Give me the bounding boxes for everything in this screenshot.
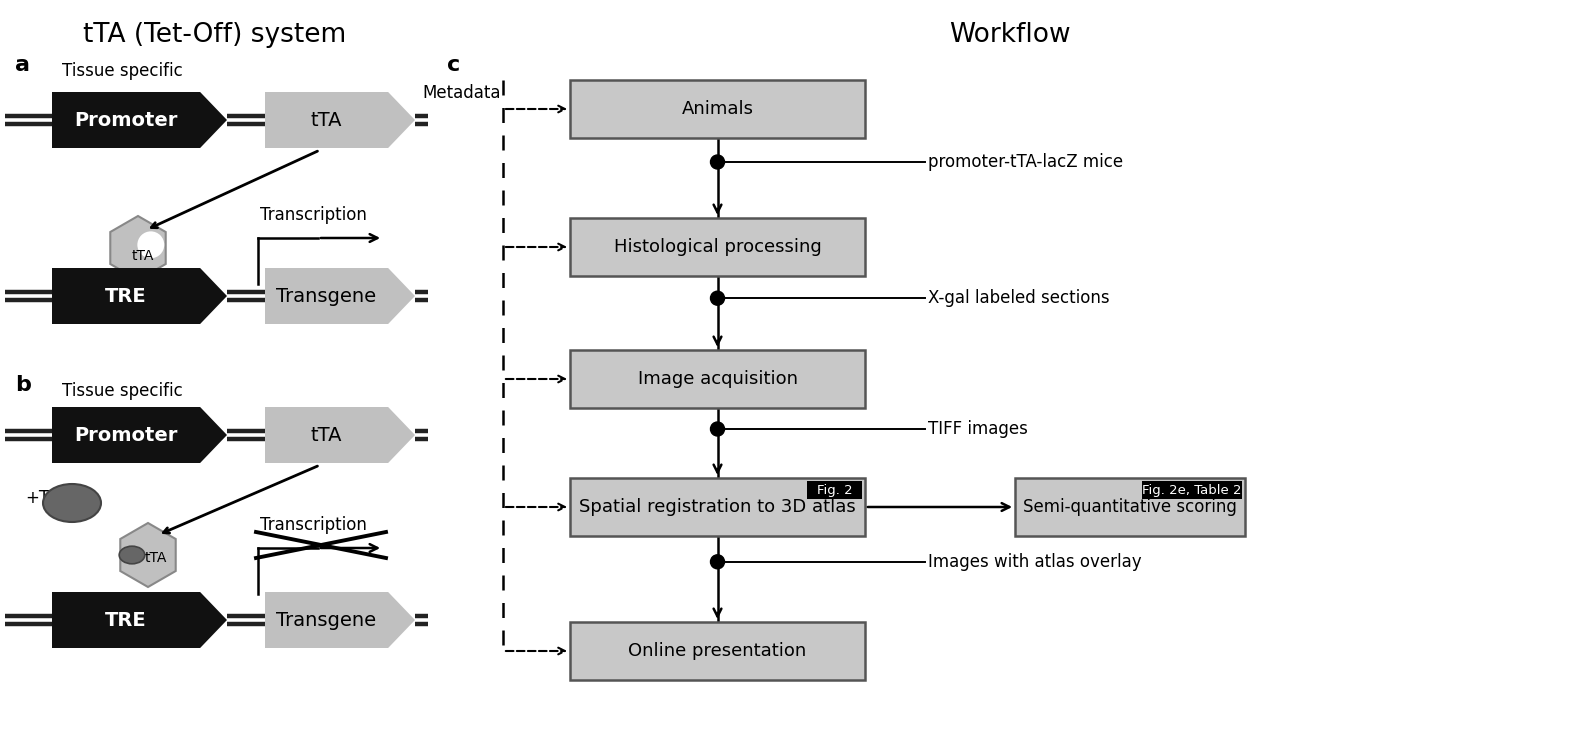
Circle shape xyxy=(710,555,725,569)
Polygon shape xyxy=(120,523,176,587)
Text: Transgene: Transgene xyxy=(277,610,376,629)
FancyBboxPatch shape xyxy=(806,481,862,499)
Text: b: b xyxy=(16,375,32,395)
Text: Histological processing: Histological processing xyxy=(614,238,822,256)
Text: TRE: TRE xyxy=(106,287,146,306)
Text: Promoter: Promoter xyxy=(74,425,178,444)
Text: Semi-quantitative scoring: Semi-quantitative scoring xyxy=(1024,498,1236,516)
Text: Workflow: Workflow xyxy=(950,22,1071,48)
Text: X-gal labeled sections: X-gal labeled sections xyxy=(928,289,1110,307)
Text: tTA: tTA xyxy=(310,111,342,130)
Polygon shape xyxy=(265,592,414,648)
Text: Animals: Animals xyxy=(682,100,753,118)
Text: TIFF images: TIFF images xyxy=(928,420,1028,438)
Ellipse shape xyxy=(43,484,101,522)
FancyBboxPatch shape xyxy=(570,622,865,680)
Text: Transgene: Transgene xyxy=(277,287,376,306)
Text: a: a xyxy=(16,55,30,75)
FancyBboxPatch shape xyxy=(1142,481,1243,499)
Circle shape xyxy=(710,155,725,169)
Text: Transcription: Transcription xyxy=(260,206,367,224)
Circle shape xyxy=(137,231,164,258)
Text: Online presentation: Online presentation xyxy=(628,642,806,660)
Text: +Tet: +Tet xyxy=(25,489,63,507)
Polygon shape xyxy=(52,407,227,463)
Text: tTA (Tet-Off) system: tTA (Tet-Off) system xyxy=(83,22,346,48)
Text: Images with atlas overlay: Images with atlas overlay xyxy=(928,553,1142,570)
Circle shape xyxy=(710,422,725,436)
FancyBboxPatch shape xyxy=(570,478,865,536)
Text: tTA: tTA xyxy=(310,425,342,444)
Polygon shape xyxy=(265,268,414,324)
Text: tTA: tTA xyxy=(132,249,154,263)
Text: tTA: tTA xyxy=(145,551,167,565)
Circle shape xyxy=(710,291,725,305)
Polygon shape xyxy=(265,92,414,148)
Text: Transcription: Transcription xyxy=(260,516,367,534)
Text: Tissue specific: Tissue specific xyxy=(61,62,183,80)
Text: Fig. 2: Fig. 2 xyxy=(817,483,852,497)
Polygon shape xyxy=(52,268,227,324)
Ellipse shape xyxy=(120,546,145,564)
Text: Fig. 2e, Table 2: Fig. 2e, Table 2 xyxy=(1142,483,1241,497)
Text: Promoter: Promoter xyxy=(74,111,178,130)
Polygon shape xyxy=(52,592,227,648)
Text: TRE: TRE xyxy=(106,610,146,629)
Text: c: c xyxy=(447,55,460,75)
FancyBboxPatch shape xyxy=(570,350,865,408)
Text: promoter-tTA-lacZ mice: promoter-tTA-lacZ mice xyxy=(928,153,1123,171)
Polygon shape xyxy=(110,216,165,280)
FancyBboxPatch shape xyxy=(1014,478,1244,536)
Text: Tissue specific: Tissue specific xyxy=(61,382,183,400)
Text: Spatial registration to 3D atlas: Spatial registration to 3D atlas xyxy=(580,498,855,516)
FancyBboxPatch shape xyxy=(570,80,865,138)
Polygon shape xyxy=(265,407,414,463)
Text: Metadata: Metadata xyxy=(422,84,501,102)
Text: Image acquisition: Image acquisition xyxy=(638,370,797,388)
FancyBboxPatch shape xyxy=(570,218,865,276)
Polygon shape xyxy=(52,92,227,148)
